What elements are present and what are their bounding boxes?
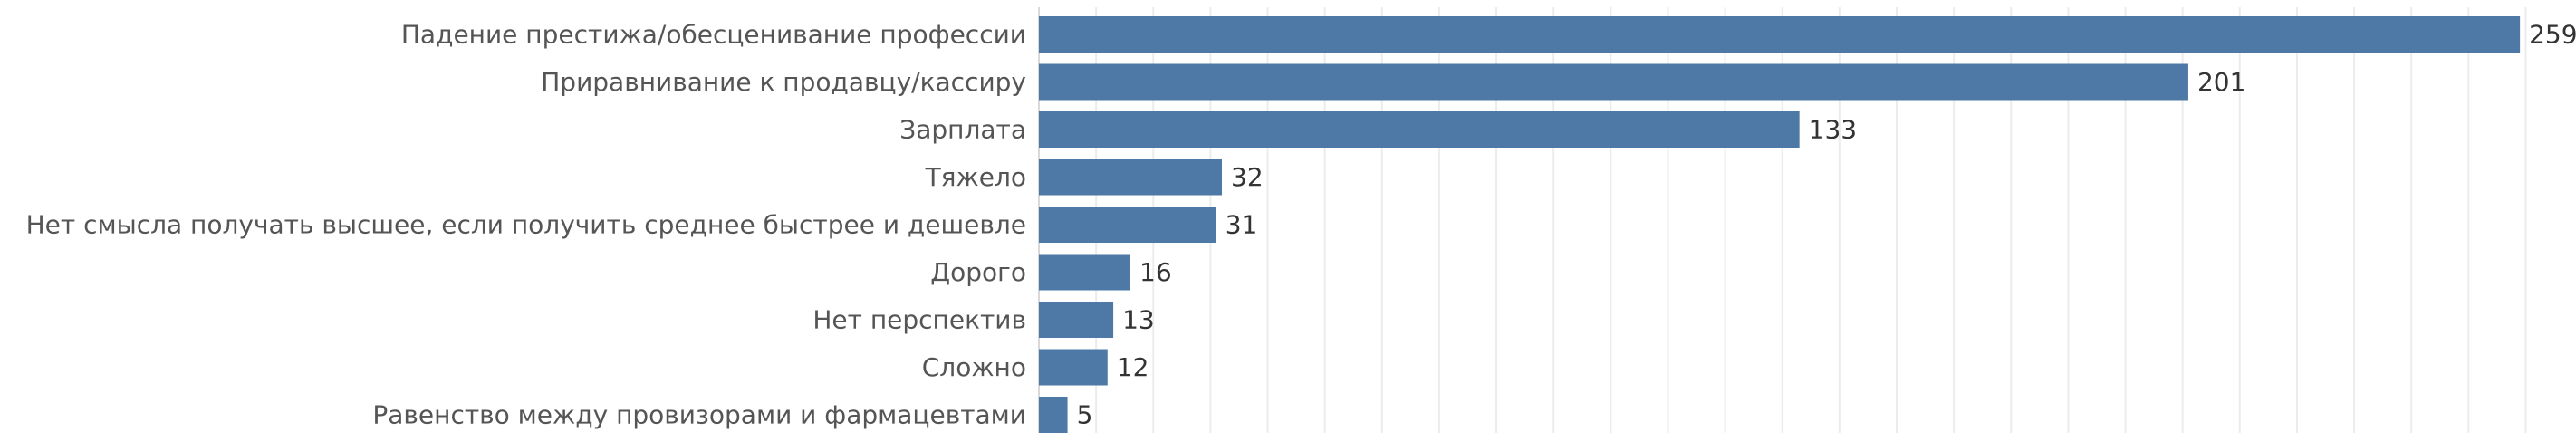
value-label: 31	[1226, 210, 1258, 240]
value-label: 16	[1139, 257, 1172, 287]
bar	[1039, 63, 2188, 101]
bar	[1039, 254, 1131, 291]
value-label: 201	[2197, 67, 2245, 97]
category-label: Равенство между провизорами и фармацевта…	[372, 400, 1026, 430]
category-label: Нет смысла получать высшее, если получит…	[26, 210, 1026, 240]
value-label: 13	[1122, 305, 1155, 335]
bar	[1039, 159, 1223, 196]
category-label: Падение престижа/обесценивание профессии	[401, 20, 1026, 50]
bar	[1039, 207, 1216, 243]
value-label: 32	[1231, 162, 1264, 192]
category-label: Дорого	[930, 257, 1026, 287]
category-label: Нет перспектив	[812, 305, 1026, 335]
bar	[1039, 349, 1108, 386]
value-label: 12	[1117, 352, 1149, 382]
category-label: Приравнивание к продавцу/кассиру	[541, 67, 1026, 97]
bar	[1039, 16, 2521, 53]
bar	[1039, 302, 1114, 338]
value-label: 259	[2529, 20, 2576, 50]
value-label: 133	[1809, 115, 1857, 145]
category-label: Зарплата	[899, 115, 1026, 145]
labels-layer: Падение престижа/обесценивание профессии…	[26, 20, 2576, 430]
value-label: 5	[1077, 400, 1093, 430]
category-label: Тяжело	[925, 162, 1026, 192]
bar	[1039, 397, 1068, 433]
category-label: Сложно	[922, 352, 1026, 382]
bars-layer	[1039, 16, 2521, 433]
bar	[1039, 111, 1800, 148]
